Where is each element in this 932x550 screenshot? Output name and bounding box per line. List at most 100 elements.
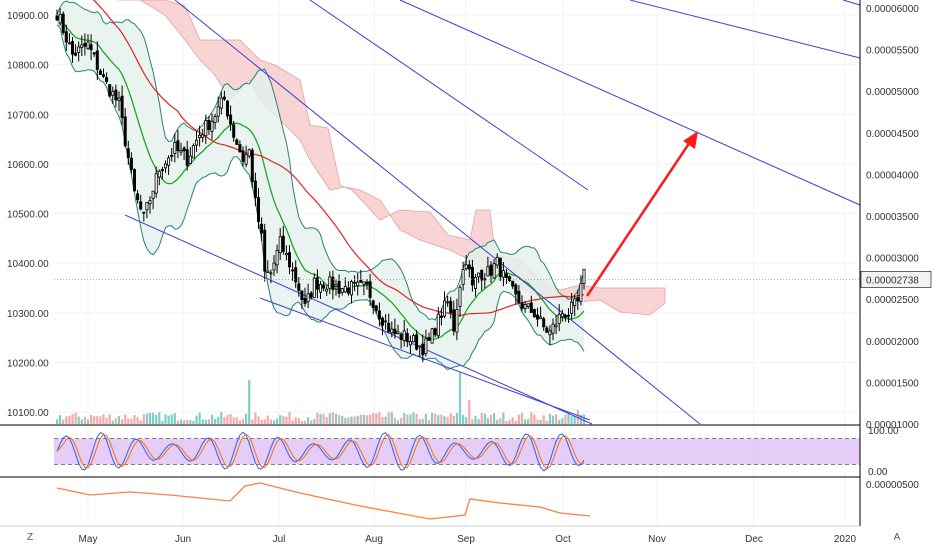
candle-body bbox=[461, 269, 465, 285]
volume-bar bbox=[164, 414, 167, 424]
candle-body bbox=[163, 163, 167, 169]
candle-body bbox=[353, 281, 357, 284]
volume-bar bbox=[285, 416, 288, 424]
right-axis-tick: 0.00004500 bbox=[866, 129, 919, 140]
volume-bar bbox=[276, 418, 279, 424]
volume-bar bbox=[511, 417, 514, 424]
right-axis-tick: 0.00004000 bbox=[866, 170, 919, 181]
candle-body bbox=[173, 142, 177, 154]
volume-bar bbox=[310, 420, 313, 424]
volume-bar bbox=[387, 412, 390, 424]
candle-body bbox=[256, 197, 260, 222]
candle-body bbox=[194, 139, 198, 146]
x-axis-tick: Dec bbox=[745, 534, 763, 545]
candle-body bbox=[139, 201, 143, 210]
candle-body bbox=[567, 314, 571, 317]
volume-bar bbox=[561, 418, 564, 424]
candle-body bbox=[362, 281, 366, 285]
candle-body bbox=[439, 315, 443, 318]
volume-bar bbox=[161, 420, 164, 424]
volume-bar bbox=[341, 415, 344, 424]
candle-body bbox=[446, 301, 450, 304]
candle-body bbox=[483, 278, 487, 281]
trend-line bbox=[259, 297, 591, 421]
trend-lines bbox=[124, 0, 861, 425]
right-axis-tick: 0.00006000 bbox=[866, 4, 919, 15]
x-axis-tick: May bbox=[79, 534, 98, 545]
volume-bar bbox=[359, 414, 362, 424]
volume-bar bbox=[152, 412, 155, 424]
volume-bar bbox=[427, 420, 431, 424]
candle-body bbox=[219, 97, 223, 109]
volume-bar bbox=[294, 417, 297, 424]
lower-indicator-line bbox=[56, 482, 591, 520]
candle-body bbox=[250, 149, 254, 182]
timezone-toggle: Z bbox=[27, 532, 33, 543]
volume-bar bbox=[517, 414, 520, 424]
candle-body bbox=[253, 180, 257, 198]
volume-bar bbox=[59, 415, 62, 424]
volume-bar bbox=[421, 418, 424, 424]
candle-body bbox=[303, 298, 307, 304]
target-arrow-head bbox=[683, 131, 698, 149]
candle-body bbox=[300, 290, 304, 300]
candle-body bbox=[238, 144, 242, 153]
volume-bar bbox=[449, 413, 452, 424]
volume-bar bbox=[322, 414, 325, 424]
candle-body bbox=[108, 84, 112, 97]
candle-body bbox=[58, 14, 62, 24]
volume-bar bbox=[241, 418, 245, 424]
candle-body bbox=[501, 270, 505, 278]
candle-body bbox=[396, 331, 400, 334]
volume-bar bbox=[362, 415, 365, 424]
volume-bar bbox=[551, 415, 555, 424]
candle-body bbox=[545, 327, 549, 333]
volume-bar bbox=[496, 419, 499, 424]
volume-bar bbox=[291, 420, 294, 424]
volume-bar bbox=[155, 414, 158, 424]
volume-bar bbox=[412, 412, 415, 424]
volume-bar bbox=[93, 416, 96, 424]
trend-line bbox=[124, 214, 593, 425]
volume-bar bbox=[328, 413, 331, 424]
candle-body bbox=[489, 264, 493, 276]
candle-body bbox=[387, 322, 391, 333]
volume-bar bbox=[86, 419, 90, 424]
bollinger-upper bbox=[56, 0, 585, 321]
volume-bar bbox=[319, 414, 322, 424]
candle-body bbox=[213, 116, 217, 124]
stoch-d-line bbox=[56, 433, 585, 470]
candle-body bbox=[278, 236, 282, 253]
volume-bar bbox=[536, 419, 539, 424]
volume-bar bbox=[530, 412, 533, 424]
volume-bar bbox=[558, 419, 561, 424]
candle-body bbox=[411, 335, 415, 343]
volume-bar bbox=[527, 419, 530, 424]
candle-body bbox=[272, 262, 276, 271]
candle-body bbox=[312, 277, 316, 298]
candle-body bbox=[433, 328, 437, 336]
volume-bar bbox=[303, 420, 307, 424]
candle-body bbox=[201, 134, 205, 138]
volume-bar bbox=[142, 414, 145, 424]
volume-bar bbox=[297, 418, 300, 424]
candle-body bbox=[114, 89, 118, 101]
auto-scale-toggle: A bbox=[894, 532, 901, 543]
volume-bar bbox=[238, 420, 241, 424]
candle-body bbox=[191, 145, 195, 159]
candle-body bbox=[61, 13, 65, 33]
volume-bar bbox=[173, 412, 176, 424]
moving-averages bbox=[56, 0, 585, 340]
volume-bar bbox=[195, 415, 198, 424]
volume-bar bbox=[121, 419, 124, 424]
candle-body bbox=[573, 298, 577, 307]
candle-body bbox=[86, 41, 90, 49]
candle-body bbox=[532, 309, 536, 318]
volume-bar bbox=[403, 413, 406, 424]
volume-bar bbox=[548, 413, 551, 424]
volume-bar bbox=[331, 412, 334, 424]
volume-bar bbox=[415, 413, 418, 424]
volume-bar bbox=[431, 412, 434, 424]
candle-body bbox=[148, 200, 152, 205]
